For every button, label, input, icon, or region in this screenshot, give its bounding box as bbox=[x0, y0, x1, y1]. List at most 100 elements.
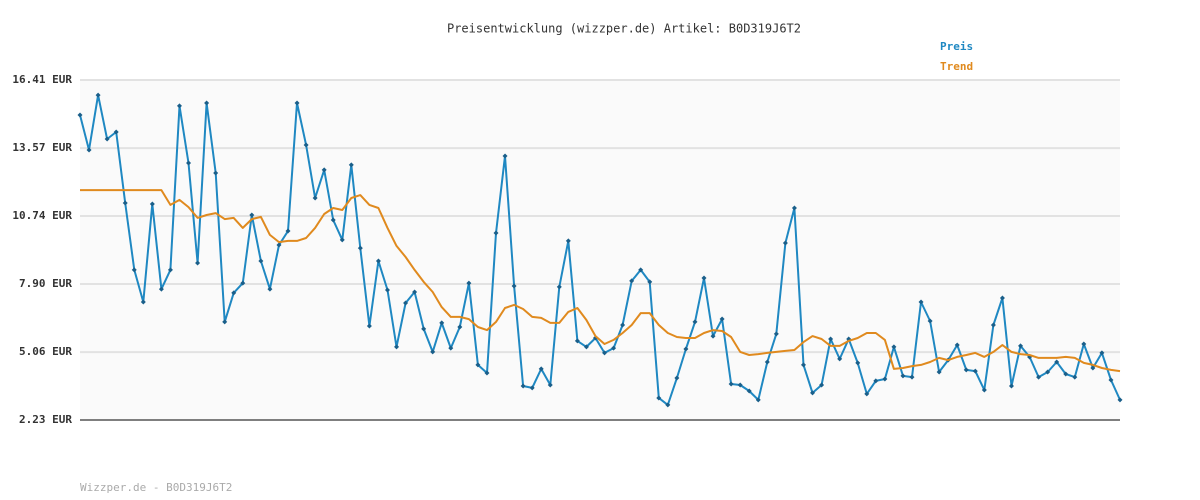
point-marker bbox=[990, 322, 996, 328]
point-marker bbox=[900, 373, 906, 379]
point-marker bbox=[981, 387, 987, 393]
y-tick-label: 2.23 EUR bbox=[19, 413, 72, 426]
point-marker bbox=[475, 362, 481, 368]
point-marker bbox=[611, 345, 617, 351]
point-marker bbox=[1099, 350, 1105, 356]
point-marker bbox=[1018, 343, 1024, 349]
point-marker bbox=[963, 367, 969, 373]
point-marker bbox=[195, 260, 201, 266]
point-marker bbox=[412, 289, 418, 295]
point-marker bbox=[357, 245, 363, 251]
point-marker bbox=[855, 360, 861, 366]
point-marker bbox=[375, 258, 381, 264]
point-marker bbox=[692, 319, 698, 325]
point-marker bbox=[602, 350, 608, 356]
point-marker bbox=[782, 240, 788, 246]
series-line bbox=[79, 94, 1121, 406]
point-marker bbox=[1008, 383, 1014, 389]
plot-area bbox=[80, 80, 1120, 420]
point-marker bbox=[800, 362, 806, 368]
point-marker bbox=[484, 370, 490, 376]
y-tick-label: 7.90 EUR bbox=[19, 277, 72, 290]
point-marker bbox=[710, 333, 716, 339]
point-marker bbox=[1117, 397, 1123, 403]
point-marker bbox=[972, 368, 978, 374]
footer: Wizzper.de - B0D319J6T2 bbox=[80, 481, 232, 494]
point-marker bbox=[403, 300, 409, 306]
point-marker bbox=[1045, 369, 1051, 375]
point-marker bbox=[1090, 365, 1096, 371]
point-marker bbox=[321, 167, 327, 173]
point-marker bbox=[864, 391, 870, 397]
point-marker bbox=[466, 280, 472, 286]
point-marker bbox=[665, 402, 671, 408]
point-marker bbox=[999, 295, 1005, 301]
point-marker bbox=[638, 267, 644, 273]
point-marker bbox=[529, 385, 535, 391]
point-marker bbox=[167, 267, 173, 273]
point-marker bbox=[873, 378, 879, 384]
point-marker bbox=[647, 279, 653, 285]
point-marker bbox=[620, 322, 626, 328]
point-marker bbox=[366, 323, 372, 329]
point-marker bbox=[810, 390, 816, 396]
legend-entry: Trend bbox=[940, 60, 973, 73]
point-marker bbox=[267, 286, 273, 292]
point-marker bbox=[502, 153, 508, 159]
point-marker bbox=[276, 242, 282, 248]
point-marker bbox=[728, 381, 734, 387]
point-marker bbox=[511, 283, 517, 289]
legend-entry: Preis bbox=[940, 40, 973, 53]
point-marker bbox=[565, 238, 571, 244]
point-marker bbox=[122, 200, 128, 206]
point-marker bbox=[1108, 377, 1114, 383]
point-marker bbox=[520, 383, 526, 389]
point-marker bbox=[258, 258, 264, 264]
point-marker bbox=[1036, 374, 1042, 380]
point-marker bbox=[556, 284, 562, 290]
point-marker bbox=[891, 344, 897, 350]
point-marker bbox=[303, 142, 309, 148]
point-marker bbox=[285, 228, 291, 234]
point-marker bbox=[113, 129, 119, 135]
y-tick-label: 5.06 EUR bbox=[19, 345, 72, 358]
point-marker bbox=[918, 299, 924, 305]
chart-title: Preisentwicklung (wizzper.de) Artikel: B… bbox=[447, 22, 801, 36]
point-marker bbox=[448, 345, 454, 351]
point-marker bbox=[1063, 371, 1069, 377]
point-marker bbox=[240, 280, 246, 286]
point-marker bbox=[158, 286, 164, 292]
point-marker bbox=[683, 346, 689, 352]
point-marker bbox=[86, 147, 92, 153]
point-marker bbox=[674, 375, 680, 381]
point-marker bbox=[629, 278, 635, 284]
series-line bbox=[80, 189, 1121, 373]
point-marker bbox=[819, 382, 825, 388]
point-marker bbox=[231, 290, 237, 296]
point-marker bbox=[140, 299, 146, 305]
point-marker bbox=[439, 320, 445, 326]
point-marker bbox=[737, 382, 743, 388]
point-marker bbox=[249, 212, 255, 218]
point-marker bbox=[927, 318, 933, 324]
point-marker bbox=[213, 170, 219, 176]
y-tick-label: 16.41 EUR bbox=[12, 73, 72, 86]
point-marker bbox=[493, 230, 499, 236]
point-marker bbox=[186, 160, 192, 166]
point-marker bbox=[1081, 341, 1087, 347]
point-marker bbox=[538, 366, 544, 372]
point-marker bbox=[791, 205, 797, 211]
point-marker bbox=[77, 112, 83, 118]
point-marker bbox=[547, 382, 553, 388]
point-marker bbox=[936, 369, 942, 375]
point-marker bbox=[882, 376, 888, 382]
point-marker bbox=[1072, 374, 1078, 380]
point-marker bbox=[394, 344, 400, 350]
point-marker bbox=[330, 217, 336, 223]
point-marker bbox=[773, 331, 779, 337]
point-marker bbox=[131, 267, 137, 273]
point-marker bbox=[719, 316, 725, 322]
point-marker bbox=[384, 287, 390, 293]
point-marker bbox=[339, 237, 345, 243]
